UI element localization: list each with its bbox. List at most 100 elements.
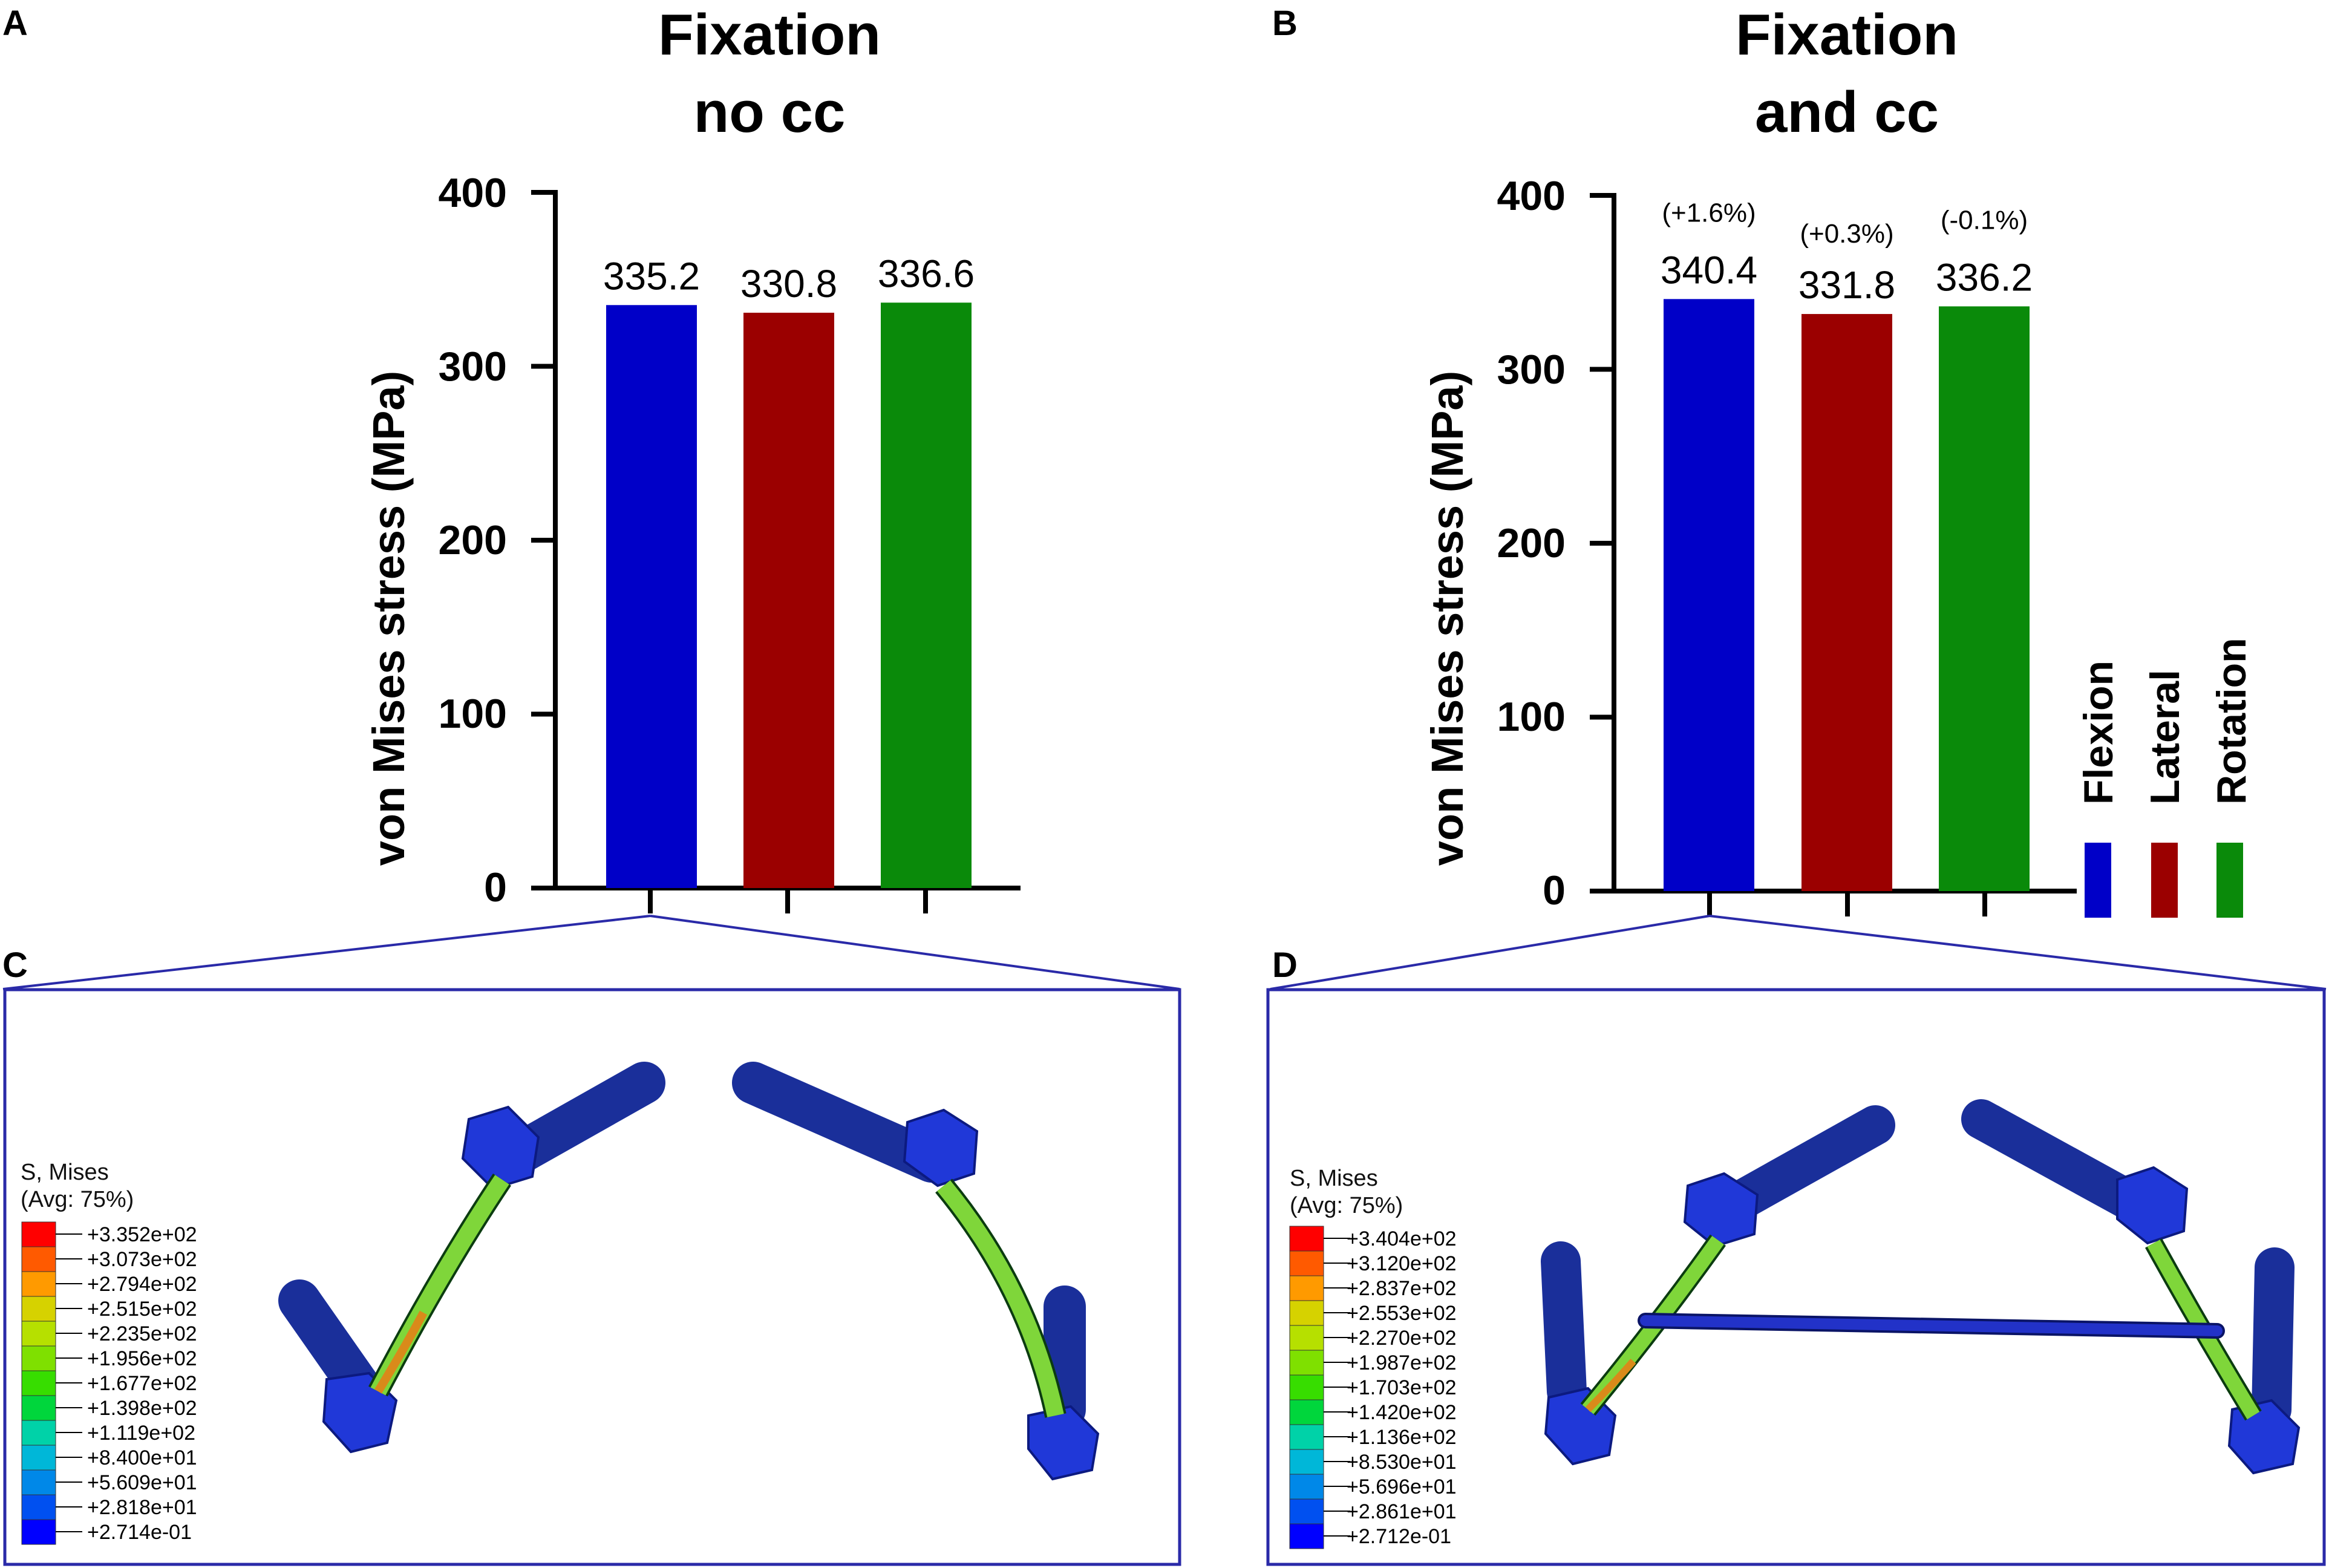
bar-rotation bbox=[1939, 306, 2030, 891]
fe-scale-swatch bbox=[21, 1370, 56, 1396]
panel-a-chart: A Fixation no cc von Mises stress (MPa) … bbox=[2, 2, 1021, 913]
value-labels: 340.4 331.8 336.2 (+1.6%) (+0.3%) (-0.1%… bbox=[1661, 198, 2033, 307]
fe-scale-value: +3.120e+02 bbox=[1347, 1252, 1457, 1275]
pedicle-screw-shaft bbox=[2252, 1247, 2295, 1429]
panel-c-fe-model: C S, Mises (Avg: 75%) bbox=[2, 946, 1181, 1566]
legend: Flexion Lateral Rotation bbox=[2076, 638, 2255, 918]
bars bbox=[606, 302, 972, 888]
fe-legend-subtitle: (Avg: 75%) bbox=[1290, 1193, 1403, 1218]
pedicle-screw-shaft bbox=[1541, 1241, 1587, 1411]
fe-scale-value: +2.818e+01 bbox=[87, 1496, 197, 1519]
screw-head bbox=[1683, 1172, 1759, 1248]
pedicle-screw-shaft bbox=[732, 1062, 953, 1183]
legend-label-rotation: Rotation bbox=[2209, 638, 2255, 805]
fe-scale-swatch bbox=[1289, 1399, 1324, 1425]
panel-letter-c: C bbox=[2, 946, 28, 985]
fe-scale-swatch bbox=[1289, 1374, 1324, 1400]
y-tick-labels: 0 100 200 300 400 bbox=[1497, 173, 1566, 913]
zoom-connectors bbox=[2, 915, 2327, 990]
y-tick-label: 300 bbox=[1497, 347, 1566, 393]
connector-line bbox=[1270, 915, 1710, 990]
legend-swatch-flexion bbox=[2085, 843, 2111, 918]
fe-scale-swatch bbox=[21, 1519, 56, 1545]
fe-scale-value: +3.352e+02 bbox=[87, 1223, 197, 1246]
fe-scale-value: +1.398e+02 bbox=[87, 1397, 197, 1420]
legend-label-lateral: Lateral bbox=[2142, 670, 2188, 805]
y-tick-label: 400 bbox=[439, 170, 507, 216]
fe-scale-value: +1.119e+02 bbox=[87, 1422, 195, 1445]
fe-scale-swatch bbox=[21, 1469, 56, 1495]
fe-scale-swatch bbox=[21, 1246, 56, 1272]
fe-scale-swatch bbox=[1289, 1474, 1324, 1500]
bar-rotation bbox=[881, 302, 972, 888]
fe-scale-swatch bbox=[21, 1395, 56, 1421]
bar-flexion bbox=[606, 305, 697, 888]
fe-scale-swatch bbox=[1289, 1250, 1324, 1276]
fe-scale-value: +5.609e+01 bbox=[87, 1471, 197, 1494]
y-tick-label: 100 bbox=[1497, 694, 1566, 740]
fe-legend-subtitle: (Avg: 75%) bbox=[21, 1187, 134, 1212]
legend-swatch-rotation bbox=[2216, 843, 2243, 918]
connector-line bbox=[650, 915, 1180, 990]
fe-frame bbox=[3, 988, 1181, 1566]
fe-scale-value: +2.837e+02 bbox=[1347, 1277, 1457, 1300]
legend-label-flexion: Flexion bbox=[2076, 661, 2122, 805]
chart-title-line-2: and cc bbox=[1755, 80, 1939, 145]
bar-value-label: 336.2 bbox=[1936, 255, 2033, 299]
fe-scale-value: +3.073e+02 bbox=[87, 1248, 197, 1271]
fe-scale-swatch bbox=[1289, 1449, 1324, 1475]
fe-implant-model bbox=[278, 1062, 1100, 1481]
fe-scale-labels: +3.352e+02 +3.073e+02 +2.794e+02 +2.515e… bbox=[87, 1223, 197, 1544]
bar-lateral bbox=[1801, 314, 1892, 891]
percent-change-label: (+0.3%) bbox=[1800, 219, 1893, 249]
fe-scale-swatch bbox=[1289, 1523, 1324, 1549]
bar-value-label: 331.8 bbox=[1798, 263, 1895, 307]
y-tick-label: 300 bbox=[439, 344, 507, 390]
screw-head bbox=[1027, 1405, 1100, 1481]
y-axis-label: von Mises stress (MPa) bbox=[1422, 371, 1472, 866]
y-tick-labels: 0 100 200 300 400 bbox=[439, 170, 507, 910]
y-tick-label: 0 bbox=[1543, 867, 1566, 913]
chart-title-line-2: no cc bbox=[694, 80, 846, 145]
fe-scale-value: +1.677e+02 bbox=[87, 1372, 197, 1395]
y-tick-label: 400 bbox=[1497, 173, 1566, 219]
fe-color-scale bbox=[1289, 1226, 1350, 1549]
fe-scale-labels: +3.404e+02 +3.120e+02 +2.837e+02 +2.553e… bbox=[1347, 1227, 1457, 1548]
fe-scale-swatch bbox=[1289, 1350, 1324, 1376]
bars bbox=[1664, 299, 2030, 892]
panel-letter-a: A bbox=[2, 4, 28, 43]
rod-stress-hotspot bbox=[374, 1310, 428, 1394]
bar-value-label: 330.8 bbox=[740, 262, 837, 305]
fe-scale-value: +8.530e+01 bbox=[1347, 1451, 1457, 1474]
pedicle-screw-shaft bbox=[1961, 1099, 2155, 1224]
y-tick-label: 100 bbox=[439, 691, 507, 737]
fe-implant-model bbox=[1541, 1099, 2301, 1475]
y-axis-label: von Mises stress (MPa) bbox=[364, 371, 414, 866]
fe-scale-value: +2.861e+01 bbox=[1347, 1500, 1457, 1523]
fe-scale-swatch bbox=[21, 1420, 56, 1446]
fe-scale-value: +1.420e+02 bbox=[1347, 1401, 1457, 1424]
screw-head bbox=[903, 1108, 979, 1187]
fe-color-scale bbox=[21, 1221, 82, 1545]
fe-frame bbox=[1266, 988, 2326, 1566]
fe-scale-swatch bbox=[21, 1345, 56, 1371]
fe-legend-title: S, Mises bbox=[21, 1160, 109, 1185]
fe-legend-title: S, Mises bbox=[1290, 1166, 1378, 1191]
fe-scale-swatch bbox=[1289, 1275, 1324, 1301]
value-labels: 335.2 330.8 336.6 bbox=[603, 252, 975, 305]
fe-scale-swatch bbox=[1289, 1226, 1324, 1252]
bar-value-label: 335.2 bbox=[603, 254, 700, 298]
bar-lateral bbox=[743, 312, 834, 888]
fe-scale-value: +2.270e+02 bbox=[1347, 1327, 1457, 1350]
fe-scale-value: +2.794e+02 bbox=[87, 1273, 197, 1296]
connector-line bbox=[1709, 915, 2327, 990]
fe-scale-swatch bbox=[1289, 1424, 1324, 1450]
screw-head bbox=[461, 1105, 540, 1191]
fe-scale-swatch bbox=[21, 1494, 56, 1520]
fe-scale-swatch bbox=[21, 1271, 56, 1297]
fe-scale-swatch bbox=[21, 1445, 56, 1471]
panel-d-fe-model: D S, Mises bbox=[1266, 946, 2326, 1566]
rod-stress-hotspot bbox=[1585, 1359, 1636, 1413]
fe-scale-value: +1.987e+02 bbox=[1347, 1351, 1457, 1374]
